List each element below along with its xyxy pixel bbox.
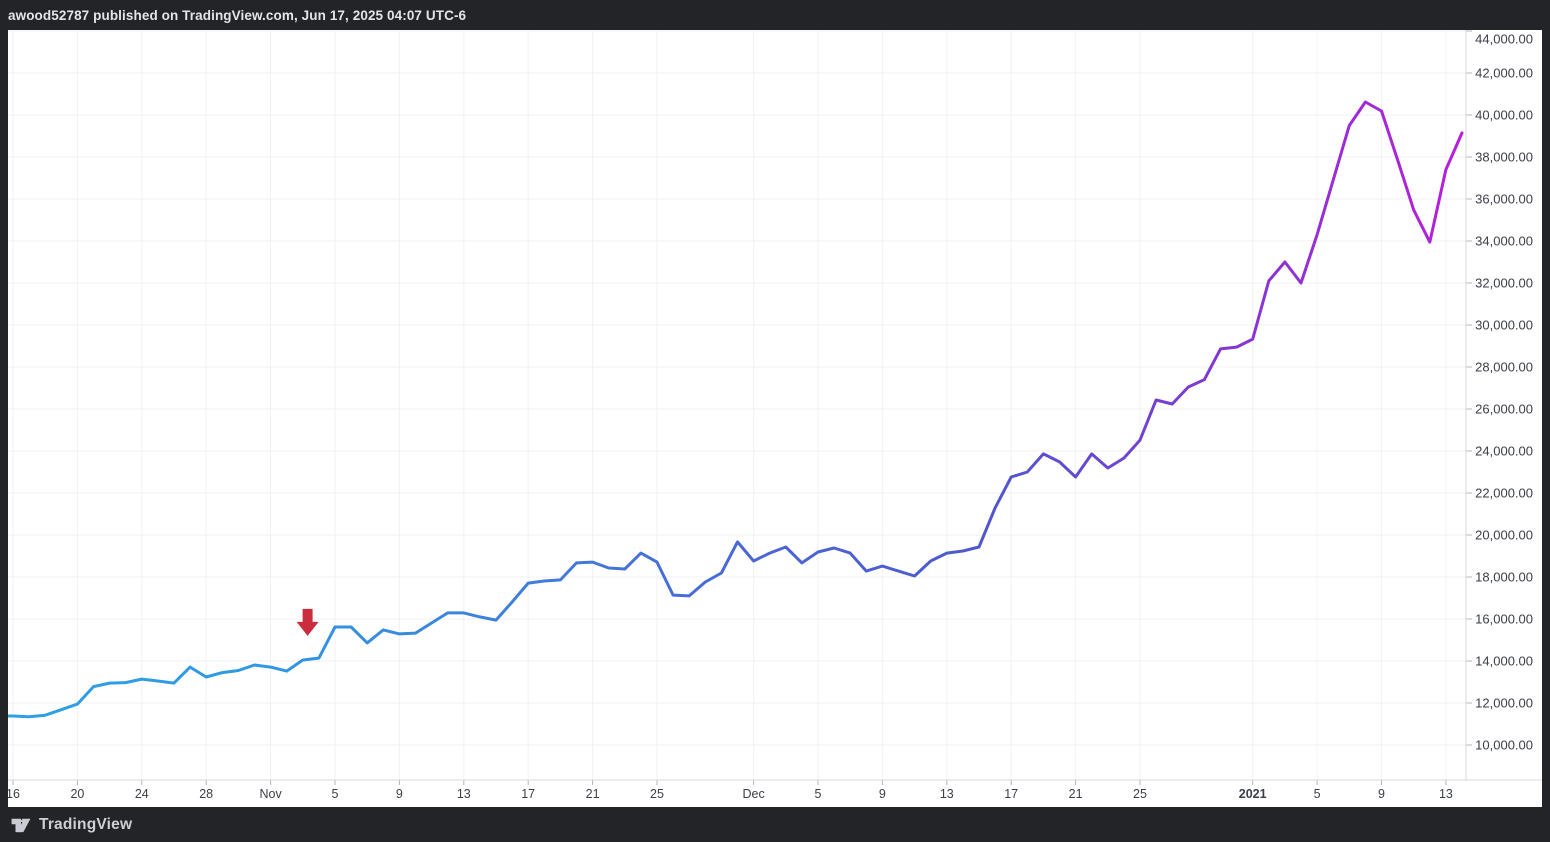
- down-arrow-annotation: [296, 608, 319, 636]
- y-axis-label: 40,000.00: [1475, 108, 1533, 123]
- x-axis-label: Dec: [742, 787, 764, 801]
- x-axis-label: 5: [815, 787, 822, 801]
- y-axis-label: 34,000.00: [1475, 234, 1533, 249]
- x-axis-label: 2021: [1239, 787, 1267, 801]
- y-axis-label: 14,000.00: [1475, 654, 1533, 669]
- brand-bar: TradingView: [0, 807, 1550, 842]
- y-axis-label: 36,000.00: [1475, 192, 1533, 207]
- y-axis-label: 32,000.00: [1475, 276, 1533, 291]
- y-axis-label: 38,000.00: [1475, 150, 1533, 165]
- tradingview-brand-text[interactable]: TradingView: [39, 815, 133, 833]
- x-axis-label: 9: [879, 787, 886, 801]
- y-axis-label: 24,000.00: [1475, 444, 1533, 459]
- y-axis-label: 22,000.00: [1475, 486, 1533, 501]
- x-axis-label: 9: [396, 787, 403, 801]
- y-axis-label: 44,000.00: [1475, 32, 1533, 47]
- y-axis-label: 18,000.00: [1475, 570, 1533, 585]
- y-axis-label: 20,000.00: [1475, 528, 1533, 543]
- y-axis-label: 42,000.00: [1475, 66, 1533, 81]
- y-axis-label: 28,000.00: [1475, 360, 1533, 375]
- x-axis-label: 13: [1439, 787, 1453, 801]
- x-axis-label: 9: [1378, 787, 1385, 801]
- x-axis-label: 20: [70, 787, 84, 801]
- y-axis-label: 26,000.00: [1475, 402, 1533, 417]
- x-axis-label: 21: [1069, 787, 1083, 801]
- x-axis-label: 17: [521, 787, 535, 801]
- x-axis-label: 13: [940, 787, 954, 801]
- y-axis-label: 12,000.00: [1475, 696, 1533, 711]
- x-axis-label: 21: [586, 787, 600, 801]
- x-axis-label: 16: [6, 787, 20, 801]
- x-axis-label: 13: [457, 787, 471, 801]
- x-axis-label: 24: [135, 787, 149, 801]
- price-chart: 44,000.00 42,000.00 40,000.00 38,000.00 36,0…: [6, 30, 1542, 801]
- chart-area: 44,000.00 42,000.00 40,000.00 38,000.00 36,0…: [0, 30, 1550, 807]
- x-axis-label: 28: [199, 787, 213, 801]
- right-frame-strip: [1542, 30, 1550, 807]
- attribution-text: awood52787 published on TradingView.com,…: [8, 7, 467, 23]
- x-axis-label: 17: [1004, 787, 1018, 801]
- y-axis-label: 16,000.00: [1475, 612, 1533, 627]
- price-line-series: [6, 100, 1464, 719]
- x-axis-label: Nov: [259, 787, 282, 801]
- x-axis-label: 5: [1314, 787, 1321, 801]
- y-axis-label: 10,000.00: [1475, 738, 1533, 753]
- left-frame-strip: [0, 30, 8, 807]
- y-axis-label: 30,000.00: [1475, 318, 1533, 333]
- attribution-bar: awood52787 published on TradingView.com,…: [0, 0, 1550, 30]
- x-axis-label: 25: [650, 787, 664, 801]
- x-axis-label: 5: [332, 787, 339, 801]
- tradingview-logo-icon[interactable]: [10, 815, 32, 835]
- x-axis-label: 25: [1133, 787, 1147, 801]
